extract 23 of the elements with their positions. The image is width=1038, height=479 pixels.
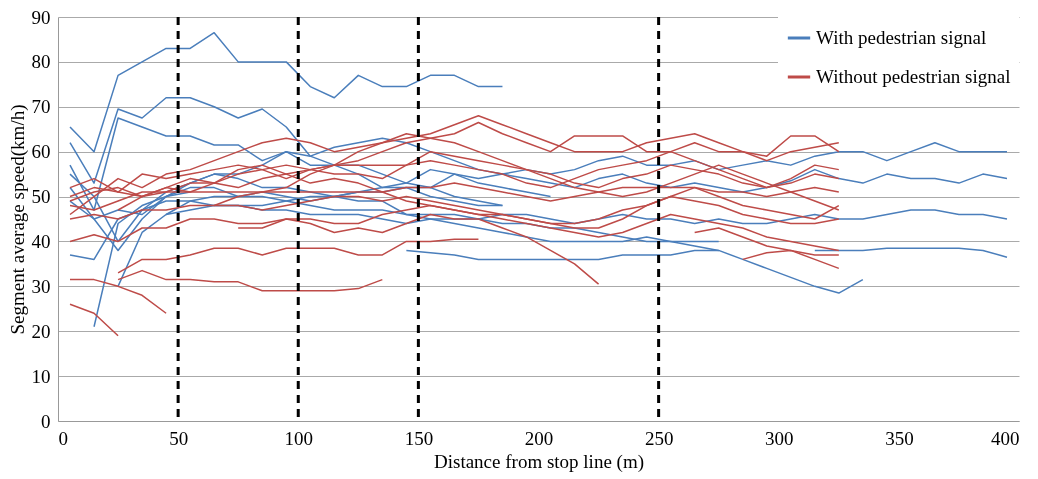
x-tick-label: 200: [524, 427, 554, 449]
y-tick-label: 80: [31, 51, 51, 73]
x-tick-label: 400: [991, 427, 1020, 449]
x-tick-label: 250: [644, 427, 674, 449]
y-tick-label: 70: [31, 96, 51, 118]
y-axis-title: Segment average speed(km/h): [6, 104, 29, 335]
y-tick-label: 0: [41, 410, 51, 432]
x-tick-label: 0: [58, 427, 68, 449]
x-tick-label: 350: [885, 427, 914, 449]
y-tick-label: 50: [31, 186, 51, 208]
y-tick-label: 90: [31, 6, 51, 28]
x-tick-label: 300: [765, 427, 794, 449]
legend-label: With pedestrian signal: [816, 27, 987, 48]
y-tick-label: 60: [31, 141, 51, 163]
x-tick-label: 50: [169, 427, 189, 449]
y-tick-label: 40: [31, 230, 51, 252]
x-axis-title: Distance from stop line (m): [433, 450, 645, 473]
y-tick-label: 30: [31, 275, 51, 297]
x-tick-label: 100: [284, 427, 313, 449]
x-tick-label: 150: [404, 427, 434, 449]
y-tick-label: 20: [31, 320, 51, 342]
legend-label: Without pedestrian signal: [816, 66, 1011, 87]
y-tick-label: 10: [31, 365, 51, 387]
